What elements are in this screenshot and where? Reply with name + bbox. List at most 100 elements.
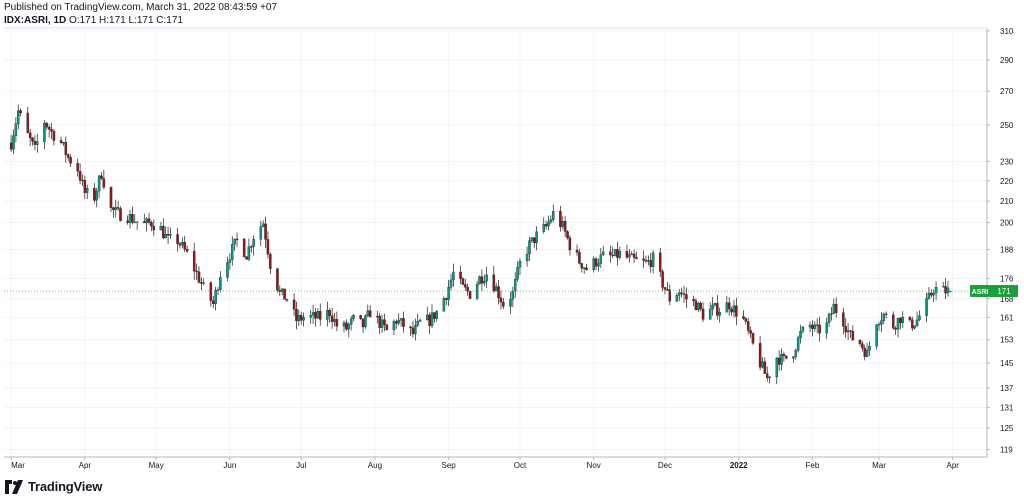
candle-body: [418, 319, 422, 322]
candle-body: [416, 321, 419, 326]
candle-body: [366, 310, 370, 316]
candle: [81, 174, 84, 186]
candle-body: [392, 321, 396, 331]
chart-grid: [4, 28, 986, 457]
candle-body: [675, 295, 679, 302]
candle: [269, 252, 272, 275]
candle: [200, 277, 203, 291]
candle-body: [711, 304, 714, 310]
y-tick-label: 310: [1000, 27, 1014, 36]
candle-body: [499, 297, 503, 303]
candle-body: [93, 188, 96, 201]
candle: [777, 350, 781, 371]
candle: [445, 297, 448, 306]
candle-body: [28, 132, 32, 139]
candle-body: [742, 316, 745, 319]
candle: [245, 256, 248, 260]
candle-body: [547, 221, 550, 227]
candle-body: [209, 282, 213, 301]
candle: [513, 272, 517, 298]
candle-body: [231, 243, 234, 260]
candle-body: [692, 299, 695, 301]
candle: [185, 245, 189, 254]
candle-body: [842, 312, 845, 327]
candle-body: [875, 324, 878, 347]
candle-body: [785, 355, 788, 359]
candle-body: [544, 224, 548, 227]
candle-body: [280, 288, 284, 292]
candle: [159, 221, 163, 231]
candle: [93, 183, 96, 204]
candle: [863, 344, 866, 361]
candle-body: [480, 276, 484, 284]
candle: [9, 134, 13, 152]
candle-body: [378, 315, 381, 328]
candle-body: [635, 257, 638, 259]
candle-body: [114, 207, 118, 210]
candle-body: [85, 188, 89, 193]
candle: [345, 319, 348, 331]
candle-body: [725, 302, 729, 313]
candle: [815, 318, 819, 334]
candle: [228, 253, 232, 270]
candle: [109, 186, 113, 212]
candle-body: [216, 289, 220, 291]
candle-body: [516, 267, 519, 280]
candle: [899, 317, 902, 330]
candle-body: [566, 231, 569, 239]
candle: [442, 296, 446, 312]
candle: [613, 249, 617, 257]
candle: [913, 325, 916, 330]
candle: [585, 263, 588, 271]
candle: [934, 281, 938, 301]
candle: [592, 256, 595, 273]
candle: [97, 174, 101, 199]
candle-body: [100, 175, 103, 179]
candle-body: [449, 279, 453, 288]
tradingview-logo[interactable]: TradingView: [4, 479, 102, 494]
candle: [214, 287, 217, 311]
candle-body: [143, 221, 146, 224]
candle: [711, 297, 714, 316]
candle: [782, 351, 786, 362]
candle: [516, 261, 519, 282]
candle-body: [409, 326, 412, 329]
candle-body: [868, 346, 871, 351]
y-tick-label: 119: [1000, 446, 1013, 455]
candle-body: [176, 234, 179, 244]
candle: [192, 242, 196, 280]
candle: [494, 282, 498, 292]
candle-body: [69, 157, 72, 164]
candle-body: [342, 322, 346, 327]
candle: [927, 287, 931, 300]
candle: [468, 290, 472, 300]
candle-body: [9, 142, 13, 150]
candle-body: [359, 315, 362, 319]
candle-body: [428, 314, 431, 326]
candle-body: [578, 252, 581, 264]
candle: [411, 320, 415, 338]
candle-body: [946, 287, 950, 294]
candle: [52, 128, 56, 146]
candle-body: [792, 356, 795, 359]
candle-body: [330, 315, 334, 322]
candle-body: [14, 123, 18, 136]
candle: [347, 322, 351, 338]
candle: [609, 245, 612, 263]
candle: [135, 221, 139, 231]
candle: [675, 292, 679, 302]
candle-body: [283, 288, 286, 300]
candle: [264, 216, 267, 248]
candle-body: [899, 317, 902, 323]
y-tick-label: 290: [1000, 56, 1014, 65]
candle: [502, 298, 505, 310]
candle-body: [364, 315, 367, 328]
candle: [466, 283, 469, 296]
x-tick-label: Sep: [442, 461, 457, 470]
candle: [651, 250, 655, 274]
y-tick-label: 250: [1000, 121, 1014, 130]
candle-body: [62, 142, 65, 144]
candle-body: [580, 263, 584, 269]
candle-body: [468, 291, 472, 299]
